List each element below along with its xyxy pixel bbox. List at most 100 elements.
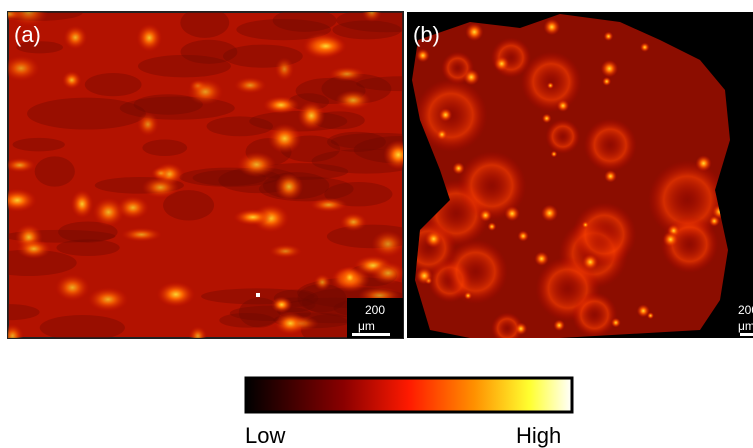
colorbar-high: High [516, 423, 561, 448]
bright-cell [310, 197, 348, 213]
bright-cell [151, 166, 171, 180]
bright-cell [187, 78, 224, 105]
panel-label: (b) [413, 22, 440, 47]
bright-cell [233, 209, 273, 226]
dark-streak [142, 139, 188, 157]
bright-spot [662, 231, 679, 248]
bright-spot [553, 319, 565, 332]
scale-box [347, 298, 403, 338]
bright-spot [550, 150, 558, 158]
dark-streak [312, 111, 365, 130]
scale-bar [740, 333, 753, 336]
bright-spot [464, 291, 473, 300]
bright-spot [487, 222, 497, 231]
bright-cell [271, 296, 293, 313]
bright-spot [603, 31, 614, 42]
bright-cell [274, 57, 295, 81]
dark-streak [332, 20, 402, 40]
dark-streak [16, 41, 64, 54]
bright-cell [70, 189, 94, 219]
cell-ring [491, 312, 524, 338]
bright-spot [517, 230, 529, 242]
dark-streak [327, 131, 386, 152]
cell-ring [583, 118, 637, 172]
bright-cell [338, 266, 361, 289]
scale-length: 200 [365, 303, 385, 317]
bright-spot [494, 56, 510, 72]
dark-streak [219, 312, 275, 328]
bright-spot [604, 169, 617, 183]
bright-cell [274, 312, 307, 335]
dark-streak [133, 94, 203, 115]
dark-streak [236, 18, 332, 41]
dark-streak [297, 283, 347, 313]
dark-streak [180, 12, 230, 38]
bright-pixel [256, 293, 260, 297]
dark-streak [39, 315, 125, 338]
bright-spot [582, 254, 599, 271]
bright-cell [304, 35, 347, 57]
bright-spot [415, 267, 433, 285]
dark-streak [206, 116, 274, 137]
bright-cell [137, 112, 159, 137]
cell-ring [457, 151, 527, 221]
bright-spot [695, 155, 712, 172]
bright-spot [504, 206, 520, 222]
bright-spot [534, 251, 549, 266]
bright-cell [383, 140, 403, 170]
scale-bar [352, 333, 390, 336]
scale-length: 200 [738, 303, 753, 317]
dark-streak [12, 137, 65, 152]
bright-cell [313, 274, 331, 291]
panel-b-texture [412, 18, 727, 338]
bright-cell [116, 195, 149, 220]
bright-cell [268, 123, 302, 154]
bright-cell [141, 176, 180, 199]
bright-cell [8, 12, 49, 27]
bright-spot [600, 60, 619, 78]
bright-cell [328, 66, 366, 82]
bright-cell [8, 188, 37, 212]
bright-spot [546, 82, 554, 89]
dark-streak [58, 221, 118, 243]
bright-cell [274, 172, 304, 201]
dark-streak [27, 97, 146, 130]
bright-spot [640, 42, 650, 52]
scale-box [735, 298, 753, 338]
dark-streak [56, 239, 120, 257]
cell-ring [648, 160, 727, 239]
bright-spot [463, 69, 480, 86]
cell-ring [443, 239, 508, 304]
bright-spot [541, 113, 552, 124]
bright-spot [514, 322, 528, 335]
bright-cell [121, 227, 162, 242]
bright-spot [424, 230, 443, 248]
bright-cell [188, 326, 207, 338]
dark-streak [311, 148, 403, 174]
scale-unit: μm [358, 319, 375, 333]
colorbar [244, 376, 574, 414]
dark-streak [356, 76, 403, 92]
panel-a-texture [8, 12, 403, 338]
cell-ring [571, 292, 618, 338]
dark-streak [238, 297, 281, 328]
bright-cell [263, 96, 300, 114]
cell-ring [545, 119, 581, 154]
bright-cell [335, 90, 371, 111]
bright-cell [8, 157, 36, 173]
bright-cell [63, 25, 88, 50]
colorbar-low: Low [245, 423, 285, 448]
bright-cell [371, 230, 403, 258]
bright-spot [602, 76, 612, 86]
bright-spot [636, 304, 650, 318]
dark-streak [253, 163, 349, 180]
bright-cell [361, 12, 382, 23]
bright-cell [92, 197, 125, 227]
bright-spot [438, 108, 453, 122]
dark-streak [330, 132, 403, 150]
dark-streak [8, 304, 40, 321]
bright-spot [436, 128, 448, 141]
dark-streak [272, 12, 337, 32]
